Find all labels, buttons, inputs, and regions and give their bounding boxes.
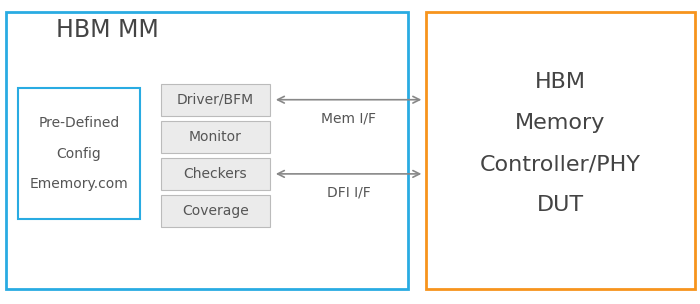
Text: Pre-Defined: Pre-Defined	[38, 116, 120, 130]
Bar	[426, 12, 695, 289]
Text: Memory: Memory	[514, 113, 606, 133]
Text: DUT: DUT	[536, 195, 584, 215]
Text: Driver/BFM: Driver/BFM	[176, 92, 254, 107]
Text: HBM: HBM	[535, 72, 585, 92]
Text: Mem I/F: Mem I/F	[321, 112, 376, 126]
Bar	[18, 88, 140, 219]
Bar	[6, 12, 408, 289]
Text: Checkers: Checkers	[183, 167, 247, 181]
Text: Coverage: Coverage	[182, 204, 248, 218]
Text: Monitor: Monitor	[189, 130, 241, 144]
Text: HBM MM: HBM MM	[56, 19, 159, 42]
Bar	[161, 121, 270, 153]
Text: Config: Config	[57, 147, 102, 161]
Bar	[161, 84, 270, 116]
Bar	[161, 158, 270, 190]
Text: Ememory.com: Ememory.com	[29, 177, 129, 191]
Bar	[161, 195, 270, 227]
Text: Controller/PHY: Controller/PHY	[480, 154, 640, 174]
Text: DFI I/F: DFI I/F	[327, 186, 370, 200]
